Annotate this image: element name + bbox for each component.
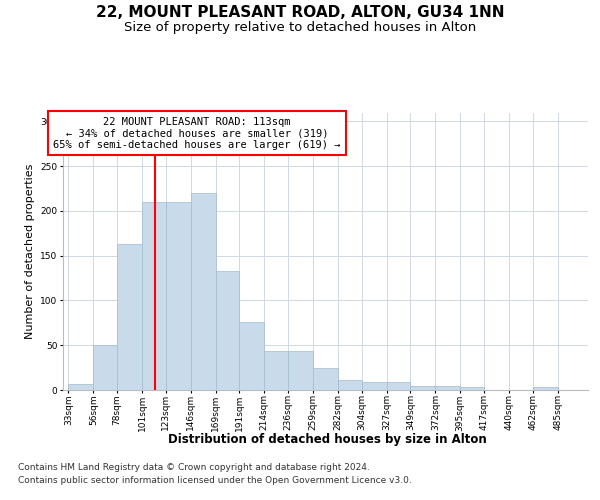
Bar bbox=[313, 368, 338, 390]
Text: Size of property relative to detached houses in Alton: Size of property relative to detached ho… bbox=[124, 21, 476, 34]
Bar bbox=[191, 193, 215, 390]
Bar bbox=[533, 388, 557, 390]
Bar bbox=[265, 350, 288, 390]
Text: 22, MOUNT PLEASANT ROAD, ALTON, GU34 1NN: 22, MOUNT PLEASANT ROAD, ALTON, GU34 1NN bbox=[96, 5, 504, 20]
Bar bbox=[68, 384, 94, 390]
Bar bbox=[460, 388, 484, 390]
Bar bbox=[362, 382, 386, 390]
Text: Distribution of detached houses by size in Alton: Distribution of detached houses by size … bbox=[167, 432, 487, 446]
Bar bbox=[142, 202, 166, 390]
Bar bbox=[239, 322, 265, 390]
Y-axis label: Number of detached properties: Number of detached properties bbox=[25, 164, 35, 339]
Bar bbox=[288, 350, 313, 390]
Bar bbox=[117, 244, 142, 390]
Text: Contains public sector information licensed under the Open Government Licence v3: Contains public sector information licen… bbox=[18, 476, 412, 485]
Bar bbox=[94, 345, 117, 390]
Bar bbox=[410, 386, 436, 390]
Bar bbox=[215, 271, 239, 390]
Bar bbox=[166, 202, 191, 390]
Text: Contains HM Land Registry data © Crown copyright and database right 2024.: Contains HM Land Registry data © Crown c… bbox=[18, 464, 370, 472]
Bar bbox=[436, 386, 460, 390]
Bar bbox=[386, 382, 410, 390]
Bar bbox=[338, 380, 362, 390]
Text: 22 MOUNT PLEASANT ROAD: 113sqm
← 34% of detached houses are smaller (319)
65% of: 22 MOUNT PLEASANT ROAD: 113sqm ← 34% of … bbox=[53, 116, 341, 150]
